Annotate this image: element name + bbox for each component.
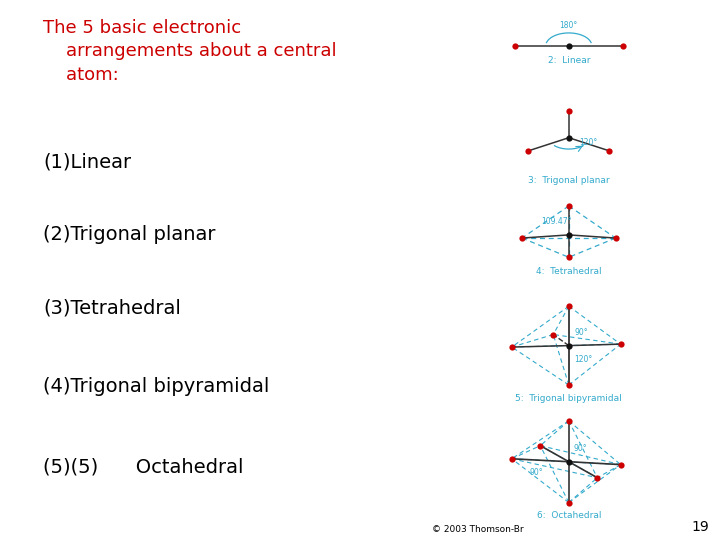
Text: © 2003 Thomson-Br: © 2003 Thomson-Br: [432, 524, 523, 534]
Text: 90°: 90°: [573, 444, 587, 453]
Text: (2)Trigonal planar: (2)Trigonal planar: [43, 225, 216, 245]
Text: (1)Linear: (1)Linear: [43, 152, 131, 172]
Text: 109.47°: 109.47°: [541, 217, 572, 226]
Text: 90°: 90°: [575, 328, 588, 336]
Text: 5:  Trigonal bipyramidal: 5: Trigonal bipyramidal: [516, 394, 622, 403]
Text: 19: 19: [691, 519, 709, 534]
Text: 90°: 90°: [529, 468, 543, 477]
Text: The 5 basic electronic
    arrangements about a central
    atom:: The 5 basic electronic arrangements abou…: [43, 19, 337, 84]
Text: 2:  Linear: 2: Linear: [547, 56, 590, 65]
Text: (5)(5)      Octahedral: (5)(5) Octahedral: [43, 457, 243, 477]
Text: 4:  Tetrahedral: 4: Tetrahedral: [536, 267, 602, 276]
Text: 3:  Trigonal planar: 3: Trigonal planar: [528, 176, 610, 185]
Text: 180°: 180°: [559, 21, 578, 30]
Text: 6:  Octahedral: 6: Octahedral: [536, 511, 601, 520]
Text: 120°: 120°: [580, 138, 598, 146]
Text: (3)Tetrahedral: (3)Tetrahedral: [43, 298, 181, 318]
Text: (4)Trigonal bipyramidal: (4)Trigonal bipyramidal: [43, 376, 269, 396]
Text: 120°: 120°: [575, 355, 593, 363]
